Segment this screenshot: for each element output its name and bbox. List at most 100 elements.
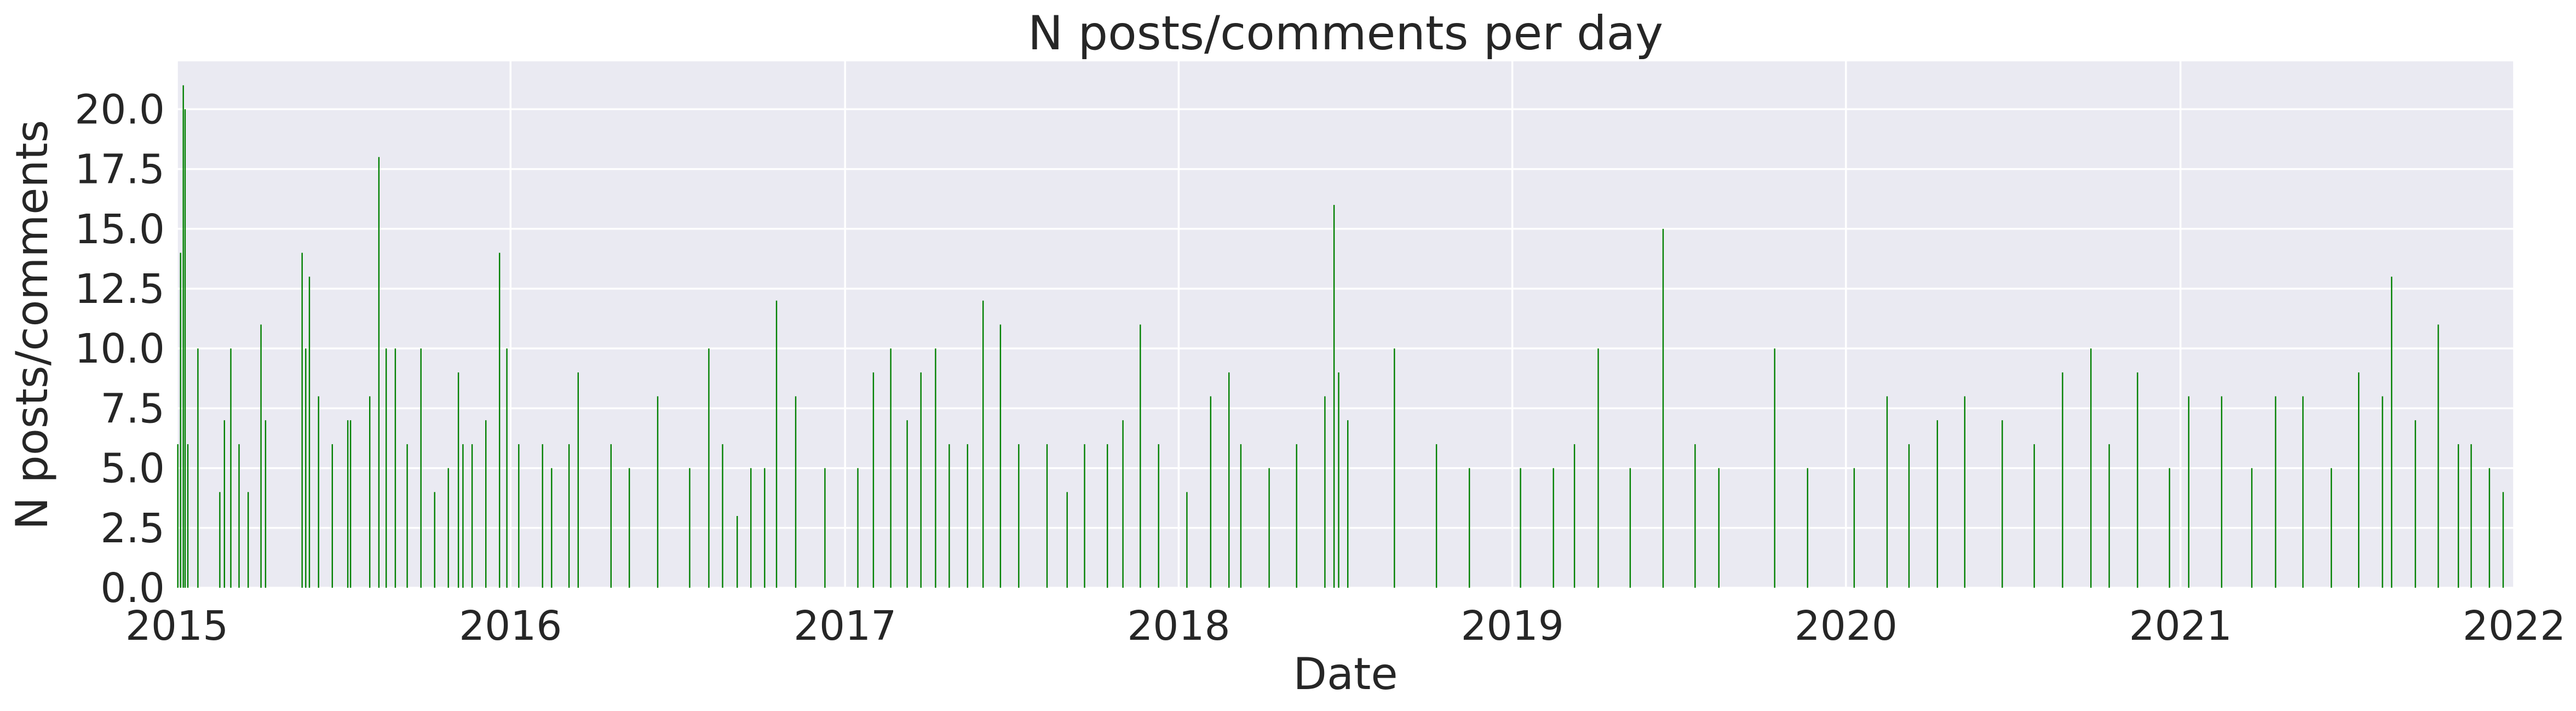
bar [750, 468, 752, 588]
bar [394, 348, 396, 588]
bar [1228, 372, 1230, 588]
bar [506, 348, 508, 588]
bar [2382, 396, 2383, 588]
bar [1210, 396, 1211, 588]
plot-area [177, 61, 2514, 588]
bar [1338, 372, 1339, 588]
bar [1662, 228, 1664, 588]
bar [499, 253, 501, 588]
bar [2108, 444, 2110, 588]
bar [2502, 492, 2504, 588]
y-tick-label: 2.5 [100, 505, 165, 552]
bar [1936, 420, 1938, 588]
bar [2391, 277, 2393, 588]
bar [182, 85, 184, 588]
bar [764, 468, 766, 588]
bar [1886, 396, 1888, 588]
bar [406, 444, 408, 588]
x-tick-labels: 2015 2016 2017 2018 2019 2020 2021 2022 [125, 603, 2566, 650]
bar [722, 444, 723, 588]
bar [2251, 468, 2253, 588]
bar [2331, 468, 2332, 588]
bar-series [177, 85, 2504, 588]
bar [935, 348, 936, 588]
bar [180, 253, 181, 588]
bar [1520, 468, 1521, 588]
bar [2137, 372, 2138, 588]
bar [219, 492, 221, 588]
y-tick-label: 7.5 [100, 385, 165, 432]
bar [308, 277, 311, 588]
gridlines [176, 61, 2515, 589]
bar [1046, 444, 1048, 588]
bar [1347, 420, 1349, 588]
bar [184, 109, 186, 588]
bar [708, 348, 710, 588]
bar [447, 468, 449, 588]
bar [471, 444, 473, 588]
x-axis-label: Date [1293, 649, 1398, 699]
bar [1158, 444, 1159, 588]
x-tick-label: 2017 [794, 603, 896, 650]
bar [1774, 348, 1775, 588]
bar [2090, 348, 2092, 588]
bar [2437, 324, 2439, 588]
bar [369, 396, 371, 588]
bar [1718, 468, 1720, 588]
bar [2188, 396, 2189, 588]
x-tick-label: 2016 [459, 603, 562, 650]
bar [1435, 444, 1438, 588]
bar [920, 372, 922, 588]
bar [2169, 468, 2170, 588]
bar [238, 444, 240, 588]
bar [1240, 444, 1242, 588]
y-tick-label: 17.5 [74, 146, 165, 193]
bar [1908, 444, 1910, 588]
bar [610, 444, 612, 588]
bar [230, 348, 232, 588]
bar [1084, 444, 1085, 588]
bar [2062, 372, 2063, 588]
bar [890, 348, 892, 588]
bar [2002, 420, 2003, 588]
bar [629, 468, 630, 588]
bar [1268, 468, 1270, 588]
bar [2221, 396, 2223, 588]
bar [1629, 468, 1631, 588]
bar [542, 444, 543, 588]
bar [2275, 396, 2276, 588]
bar [1694, 444, 1696, 588]
bar [657, 396, 659, 588]
bar [2458, 444, 2459, 588]
chart-title: N posts/comments per day [1028, 6, 1663, 61]
y-tick-label: 15.0 [74, 206, 165, 253]
bar [1107, 444, 1108, 588]
bar [967, 444, 968, 588]
bar [248, 492, 249, 588]
bar [999, 324, 1002, 588]
bar [434, 492, 435, 588]
bar [775, 300, 778, 588]
bar [518, 444, 520, 588]
bar [331, 444, 333, 588]
bar [982, 300, 984, 588]
x-tick-label: 2018 [1127, 603, 1230, 650]
bar [1018, 444, 1020, 588]
bar [2414, 420, 2416, 588]
x-tick-label: 2020 [1795, 603, 1898, 650]
bar [689, 468, 691, 588]
bar [1573, 444, 1576, 588]
bar [1469, 468, 1470, 588]
bar [906, 420, 908, 588]
y-tick-label: 0.0 [100, 565, 165, 612]
bar [2488, 468, 2491, 588]
bar [223, 420, 225, 588]
y-axis-label: N posts/comments [7, 120, 58, 530]
bar [2302, 396, 2304, 588]
bar [485, 420, 487, 588]
bar [264, 420, 267, 588]
x-tick-label: 2022 [2463, 603, 2566, 650]
bar [1853, 468, 1855, 588]
bar [1066, 492, 1068, 588]
